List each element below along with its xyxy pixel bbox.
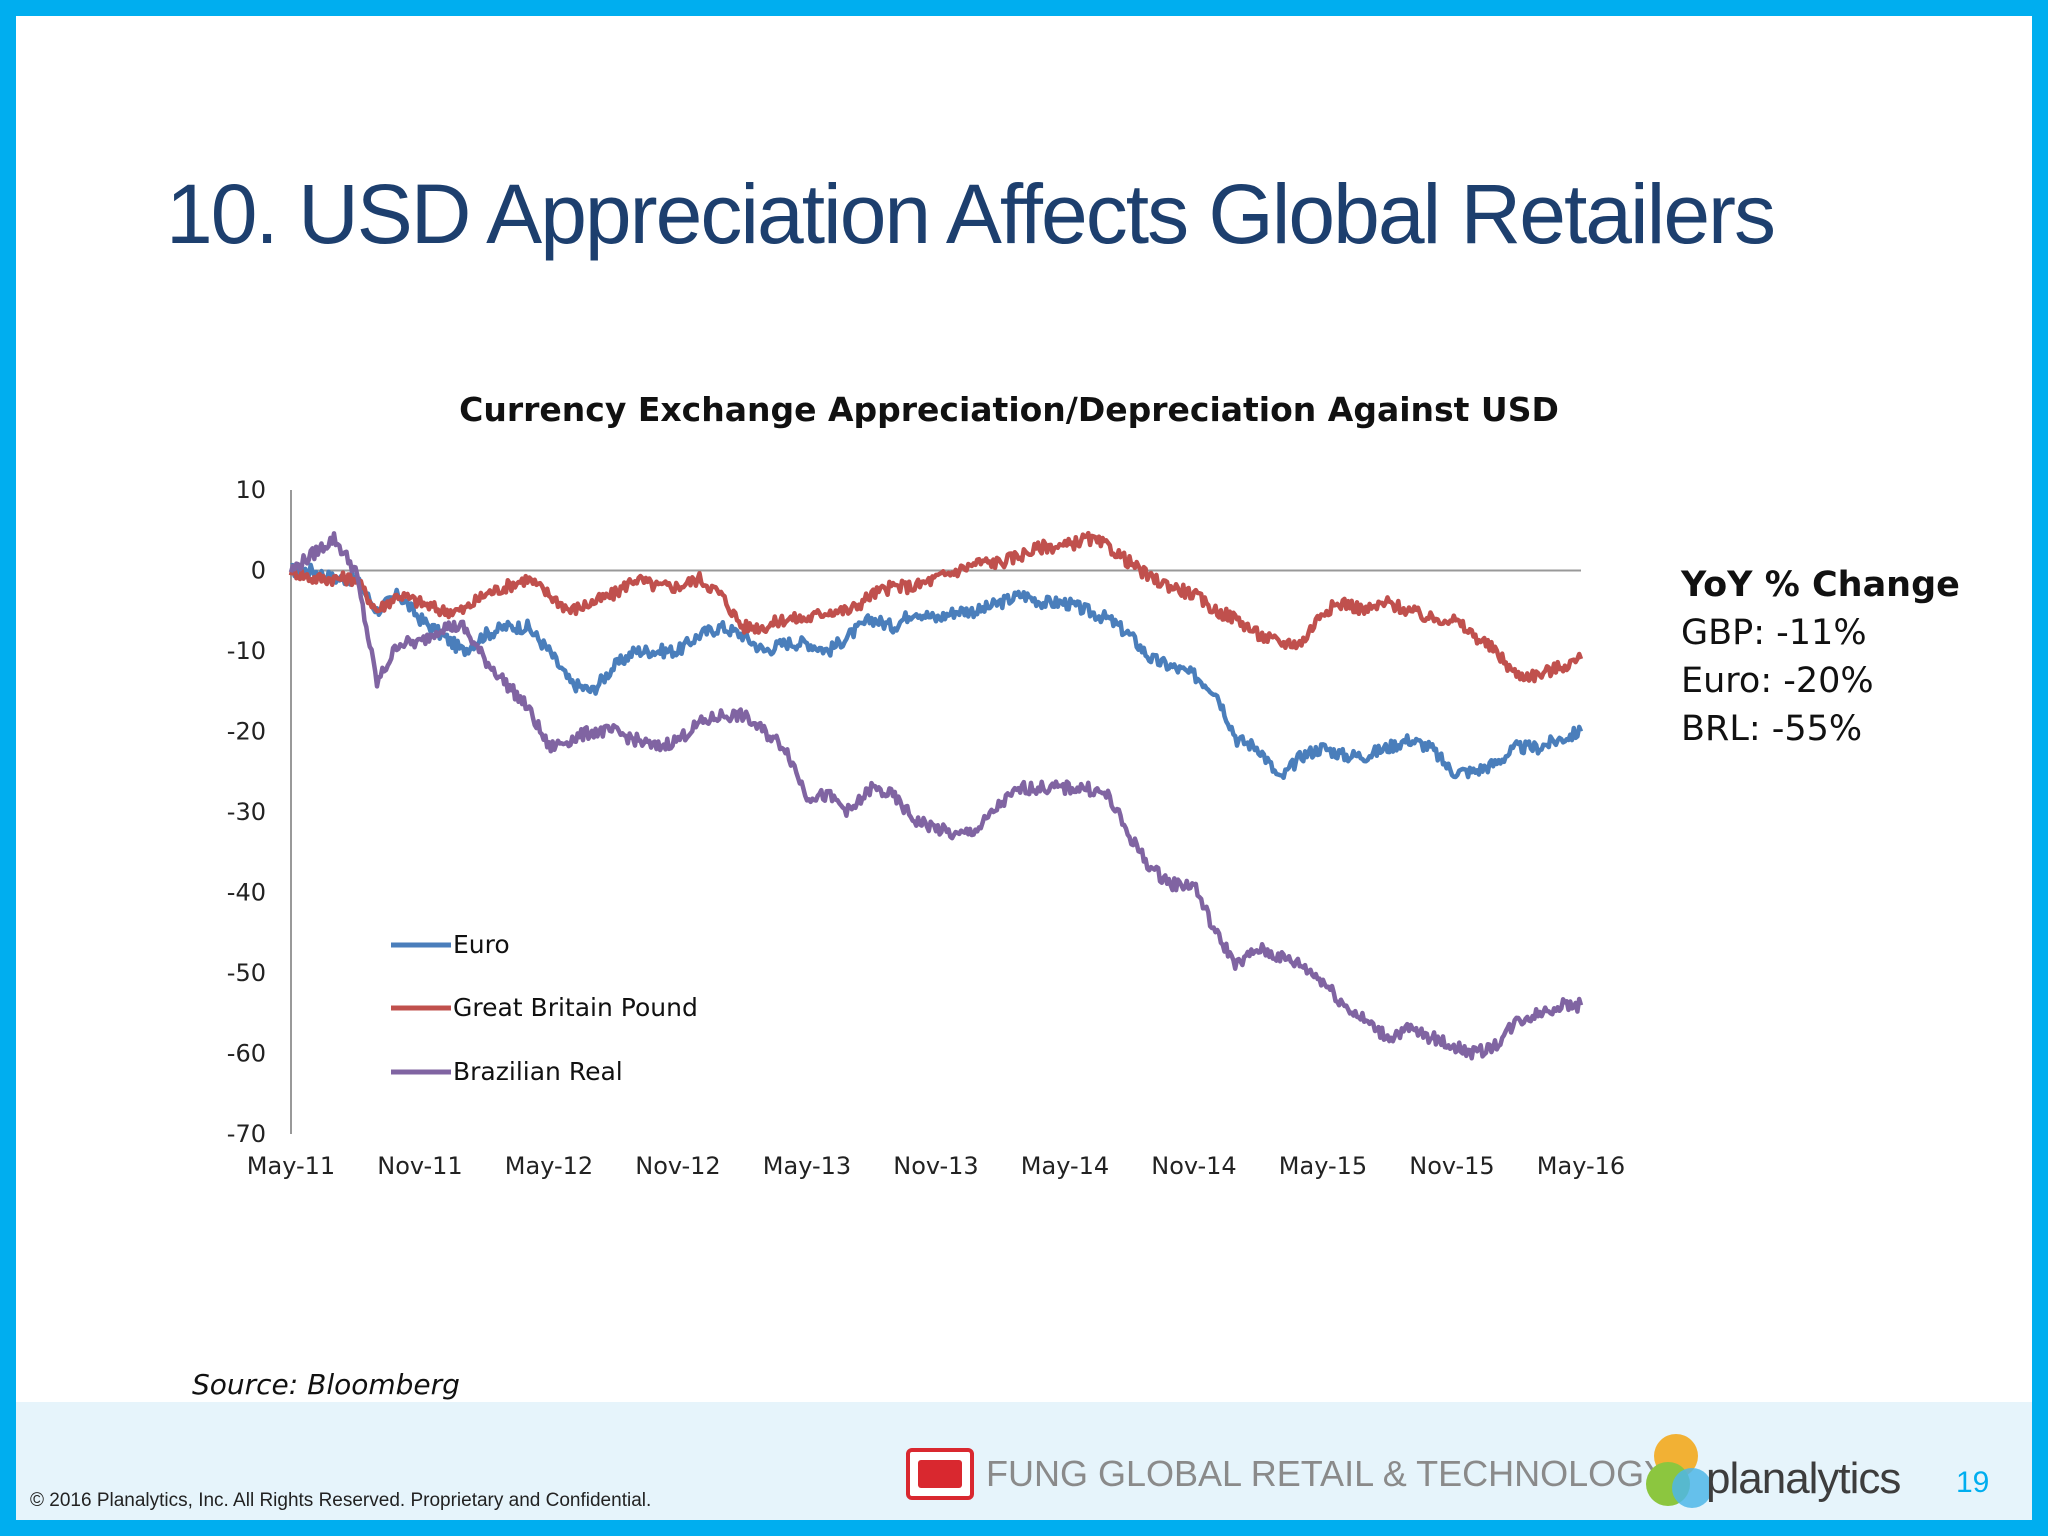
- x-tick-label: May-12: [505, 1152, 593, 1180]
- copyright-text: © 2016 Planalytics, Inc. All Rights Rese…: [30, 1490, 652, 1511]
- source-note: Source: Bloomberg: [192, 1368, 460, 1401]
- planalytics-logo-icon: [1646, 1434, 1712, 1508]
- legend-label-euro: Euro: [453, 930, 510, 959]
- x-tick-label: May-15: [1279, 1152, 1367, 1180]
- x-tick-label: May-11: [247, 1152, 335, 1180]
- chart-series: [288, 530, 1584, 1061]
- slide-title: 10. USD Appreciation Affects Global Reta…: [166, 167, 1776, 261]
- series-line-brazilian-real: [288, 531, 1584, 1061]
- y-tick-label: -20: [227, 718, 266, 746]
- fung-logo-icon: [906, 1448, 974, 1500]
- series-line-great-britain-pound: [288, 530, 1584, 684]
- planalytics-logo-text: planalytics: [1706, 1454, 1901, 1503]
- y-tick-label: -50: [227, 959, 266, 987]
- y-tick-label: 0: [251, 557, 266, 585]
- x-tick-label: Nov-14: [1151, 1152, 1236, 1180]
- y-tick-label: -60: [227, 1040, 266, 1068]
- series-line-euro: [290, 562, 1584, 781]
- x-tick-label: May-16: [1537, 1152, 1625, 1180]
- x-tick-label: Nov-12: [635, 1152, 720, 1180]
- page-number: 19: [1956, 1466, 1990, 1499]
- chart-axes: 10 0 -10 -20 -30 -40 -50 -60 -70 May-11 Nov-11 May-…: [227, 476, 1625, 1180]
- y-tick-label: -30: [227, 798, 266, 826]
- y-tick-label: 10: [235, 476, 266, 504]
- yoy-item-brl: BRL: -55%: [1681, 709, 1863, 749]
- x-tick-label: May-14: [1021, 1152, 1109, 1180]
- x-tick-label: Nov-11: [377, 1152, 462, 1180]
- yoy-item-euro: Euro: -20%: [1681, 661, 1874, 701]
- chart-legend: Euro Great Britain Pound Brazilian Real: [391, 930, 698, 1086]
- y-tick-label: -70: [227, 1120, 266, 1148]
- yoy-change-box: YoY % Change GBP: -11% Euro: -20% BRL: -…: [1681, 561, 1960, 753]
- x-tick-label: Nov-13: [893, 1152, 978, 1180]
- legend-label-great-britain-pound: Great Britain Pound: [453, 993, 698, 1022]
- slide: 10. USD Appreciation Affects Global Reta…: [16, 16, 2032, 1520]
- x-tick-label: May-13: [763, 1152, 851, 1180]
- chart-title: Currency Exchange Appreciation/Depreciat…: [459, 390, 1559, 429]
- y-tick-label: -10: [227, 637, 266, 665]
- yoy-item-gbp: GBP: -11%: [1681, 613, 1867, 653]
- y-tick-label: -40: [227, 879, 266, 907]
- legend-label-brazilian-real: Brazilian Real: [453, 1057, 623, 1086]
- fung-logo-text: FUNG GLOBAL RETAIL & TECHNOLOGY: [986, 1453, 1669, 1494]
- line-chart: 10 0 -10 -20 -30 -40 -50 -60 -70 May-11 Nov-11 May-…: [227, 476, 1625, 1180]
- yoy-heading: YoY % Change: [1681, 565, 1960, 605]
- x-tick-label: Nov-15: [1409, 1152, 1494, 1180]
